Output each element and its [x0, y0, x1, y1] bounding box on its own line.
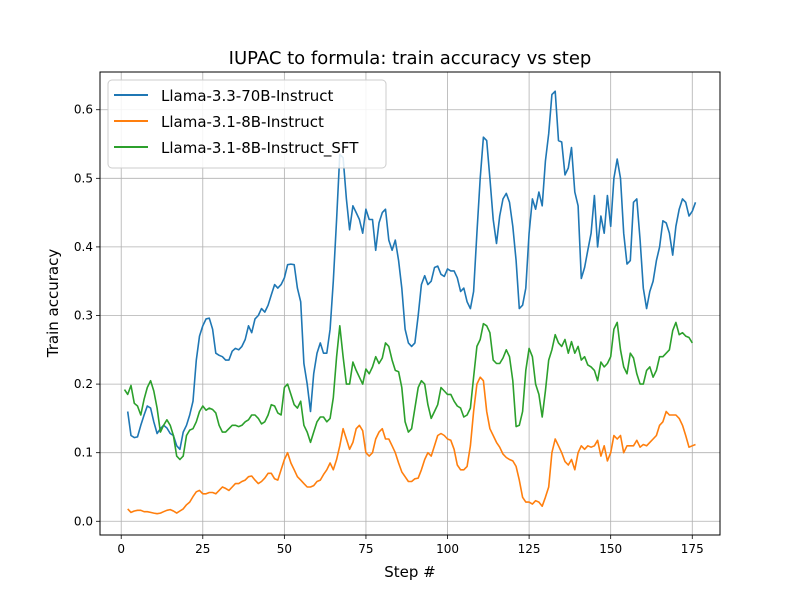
- chart-title: IUPAC to formula: train accuracy vs step: [229, 48, 592, 69]
- y-tick-label: 0.5: [74, 171, 93, 185]
- y-axis-ticks: 0.0 0.1 0.2 0.3 0.4 0.5 0.6: [74, 103, 100, 528]
- y-tick-label: 0.4: [74, 240, 93, 254]
- x-axis-label: Step #: [384, 563, 436, 581]
- series-line-1: [127, 376, 696, 515]
- series-line-2: [123, 321, 693, 461]
- legend-label-llama-8b: Llama-3.1-8B-Instruct: [161, 113, 324, 131]
- plot-frame: [99, 71, 721, 536]
- legend-label-llama-70b: Llama-3.3-70B-Instruct: [161, 87, 334, 105]
- x-tick-label: 150: [599, 542, 622, 556]
- series-line-0: [126, 90, 697, 451]
- x-tick-label: 0: [117, 542, 125, 556]
- y-tick-label: 0.0: [74, 514, 93, 528]
- x-tick-label: 100: [436, 542, 459, 556]
- x-tick-label: 50: [277, 542, 292, 556]
- x-tick-label: 75: [358, 542, 373, 556]
- legend-label-llama-8b-sft: Llama-3.1-8B-Instruct_SFT: [161, 139, 359, 158]
- legend: Llama-3.3-70B-Instruct Llama-3.1-8B-Inst…: [107, 79, 387, 169]
- x-tick-label: 125: [518, 542, 541, 556]
- legend-box: [107, 79, 387, 169]
- x-axis-ticks: 0 25 50 75 100 125 150 175: [117, 535, 704, 556]
- plot-series: [123, 90, 697, 515]
- x-tick-label: 175: [681, 542, 704, 556]
- y-tick-label: 0.3: [74, 309, 93, 323]
- y-axis-label: Train accuracy: [44, 249, 62, 359]
- y-tick-label: 0.6: [74, 103, 93, 117]
- y-tick-label: 0.1: [74, 446, 93, 460]
- x-tick-label: 25: [195, 542, 210, 556]
- y-tick-label: 0.2: [74, 377, 93, 391]
